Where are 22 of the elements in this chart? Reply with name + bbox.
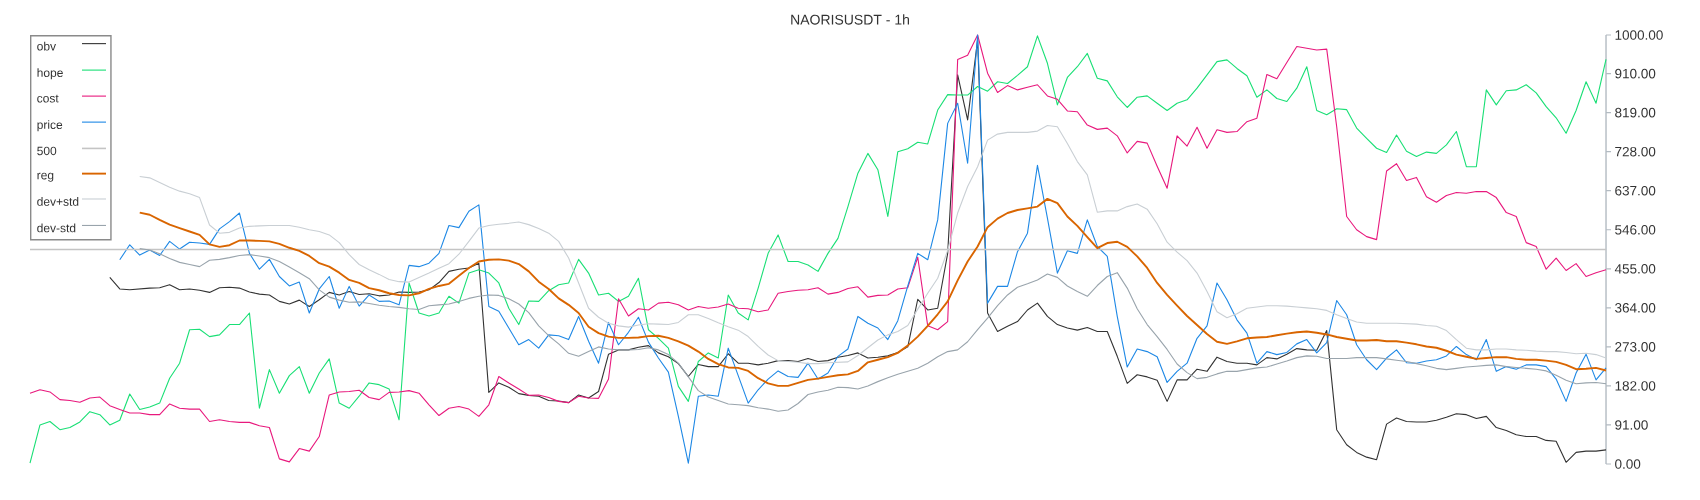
y-tick-label: 728.00 (1615, 146, 1656, 157)
legend-label: dev+std (37, 197, 79, 206)
legend-label: price (37, 120, 63, 132)
y-tick-label: 364.00 (1615, 303, 1656, 313)
y-tick-label: 0.00 (1615, 459, 1641, 469)
legend-label: hope (37, 68, 63, 80)
y-tick-label: 273.00 (1615, 342, 1656, 352)
legend-label: reg (37, 172, 54, 182)
y-tick-label: 455.00 (1614, 264, 1656, 274)
y-tick-label: 910.00 (1615, 68, 1656, 79)
y-tick-label: 1000.00 (1615, 30, 1663, 40)
line-series (138, 197, 1607, 387)
legend-label: obv (37, 41, 56, 51)
y-tick-label: 91.00 (1615, 420, 1648, 430)
legend-label: dev-std (37, 223, 76, 233)
legend-label: cost (37, 94, 59, 103)
y-tick-label: 182.00 (1615, 381, 1656, 391)
y-tick-label: 546.00 (1615, 224, 1656, 235)
legend-label: 500 (37, 146, 57, 156)
y-tick-label: 637.00 (1615, 185, 1656, 196)
chart-title: NAORISUSDT - 1h (791, 14, 909, 25)
y-tick-label: 819.00 (1615, 107, 1656, 118)
